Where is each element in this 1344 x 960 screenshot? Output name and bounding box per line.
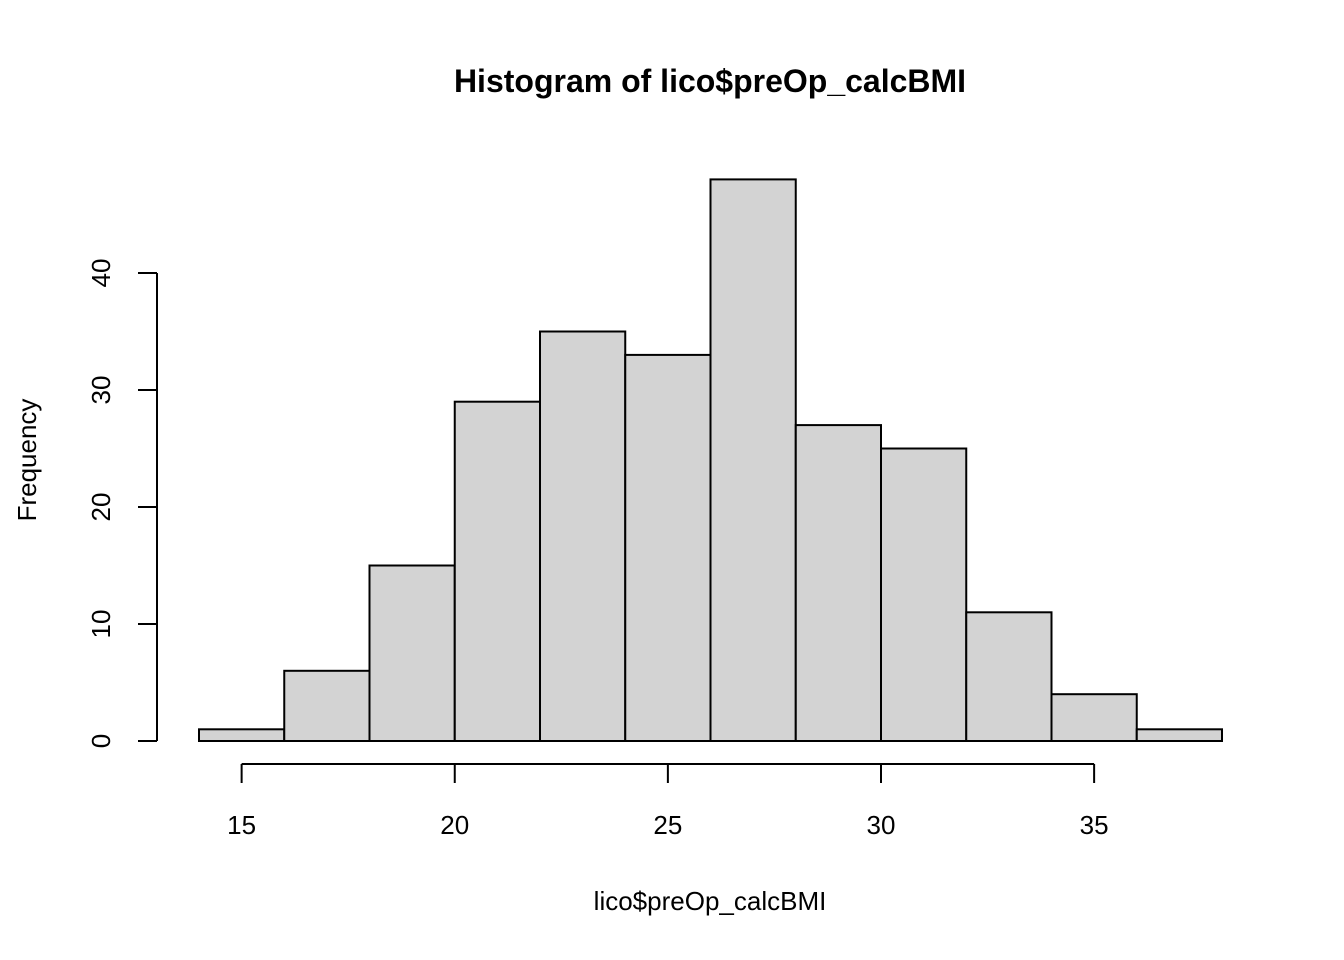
histogram-bar: [709, 178, 797, 742]
y-tick-label: 10: [86, 610, 116, 639]
histogram-bar: [198, 728, 286, 742]
histogram-bar: [539, 330, 627, 742]
histogram-bar: [880, 447, 968, 742]
x-tick-label: 35: [1080, 810, 1109, 840]
histogram-bar: [368, 564, 456, 742]
histogram-bar: [453, 400, 541, 742]
x-axis-label: lico$preOp_calcBMI: [594, 886, 827, 916]
y-tick-label: 40: [86, 259, 116, 288]
bars-group: [198, 178, 1223, 743]
x-tick-label: 20: [440, 810, 469, 840]
chart-title: Histogram of lico$preOp_calcBMI: [454, 63, 966, 99]
histogram-bar: [283, 669, 371, 742]
y-tick-label: 30: [86, 376, 116, 405]
x-tick-label: 30: [867, 810, 896, 840]
x-tick-label: 15: [227, 810, 256, 840]
y-tick-label: 20: [86, 493, 116, 522]
y-axis-label: Frequency: [12, 399, 42, 522]
y-axis: 0 10 20 30 40: [86, 259, 158, 748]
y-tick-label: 0: [86, 734, 116, 748]
x-tick-label: 25: [653, 810, 682, 840]
histogram-bar: [794, 424, 882, 742]
histogram-bar: [624, 353, 712, 742]
histogram-bar: [1050, 693, 1138, 743]
histogram-bar: [1135, 728, 1223, 742]
histogram-bar: [965, 611, 1053, 742]
x-axis: 15 20 25 30 35: [227, 763, 1109, 840]
